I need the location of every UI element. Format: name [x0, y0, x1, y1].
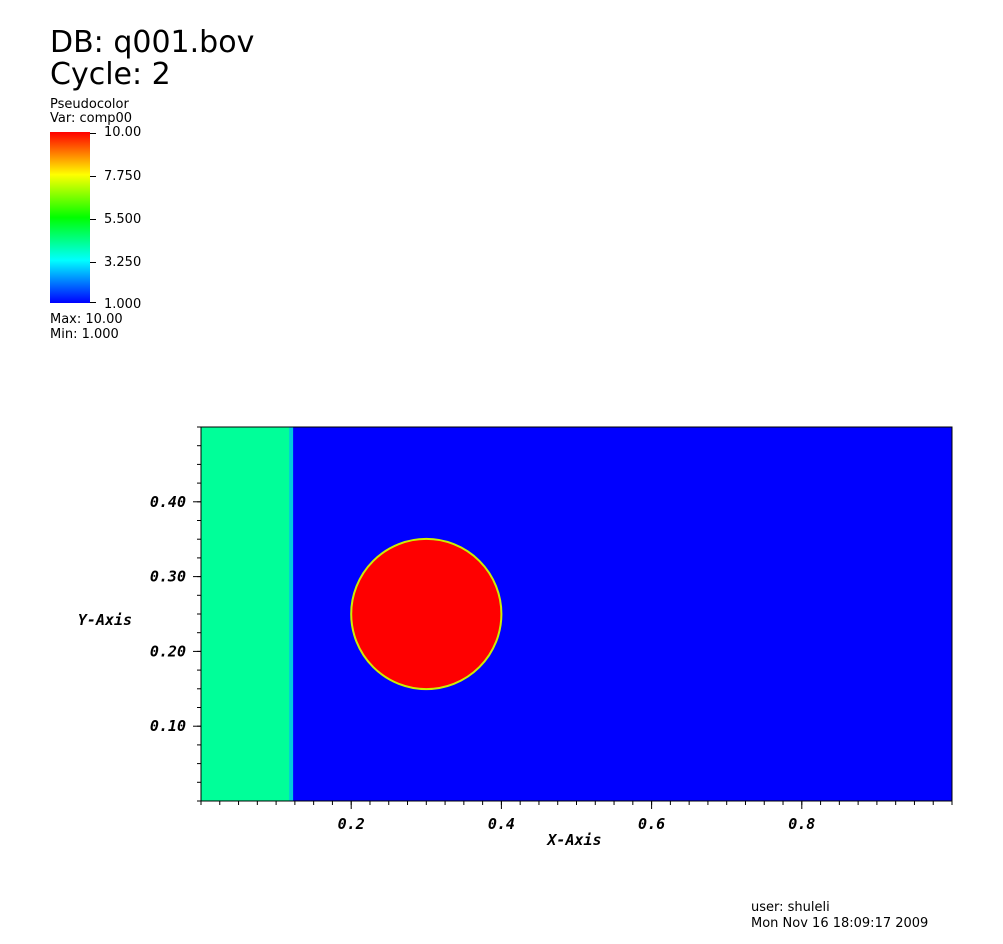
heatmap-band-edge [289, 427, 294, 801]
colorbar-label: 5.500 [104, 212, 142, 227]
y-tick-label: 0.30 [150, 568, 186, 586]
colorbar-label: 10.00 [104, 125, 142, 140]
heatmap-background [201, 427, 952, 801]
colorbar [50, 132, 90, 303]
colorbar-label: 3.250 [104, 255, 142, 270]
x-axis-title: X-Axis [545, 831, 601, 849]
legend-variable: Var: comp00 [50, 111, 133, 126]
x-tick-label: 0.2 [338, 815, 365, 833]
colorbar-label: 7.750 [104, 169, 142, 184]
legend-plot-type: Pseudocolor [50, 97, 129, 112]
x-tick-label: 0.8 [788, 815, 815, 833]
colorbar-tick [90, 133, 96, 134]
timestamp-label: Mon Nov 16 18:09:17 2009 [751, 916, 929, 931]
x-tick-label: 0.4 [488, 815, 515, 833]
y-tick-label: 0.40 [150, 493, 186, 511]
y-axis-title: Y-Axis [78, 611, 132, 629]
colorbar-tick [90, 262, 96, 263]
colorbar-tick [90, 176, 96, 177]
legend-min: Min: 1.000 [50, 327, 119, 342]
legend-max: Max: 10.00 [50, 312, 123, 327]
heatmap-band [201, 427, 292, 801]
database-title: DB: q001.bov [50, 25, 255, 60]
user-label: user: shuleli [751, 900, 830, 915]
colorbar-tick [90, 219, 96, 220]
cycle-label: Cycle: 2 [50, 57, 171, 92]
colorbar-label: 1.000 [104, 297, 142, 312]
colorbar-tick [90, 302, 96, 303]
heatmap-circle [350, 537, 503, 691]
x-tick-label: 0.6 [638, 815, 665, 833]
y-tick-label: 0.20 [150, 642, 186, 660]
y-tick-label: 0.10 [150, 717, 186, 735]
